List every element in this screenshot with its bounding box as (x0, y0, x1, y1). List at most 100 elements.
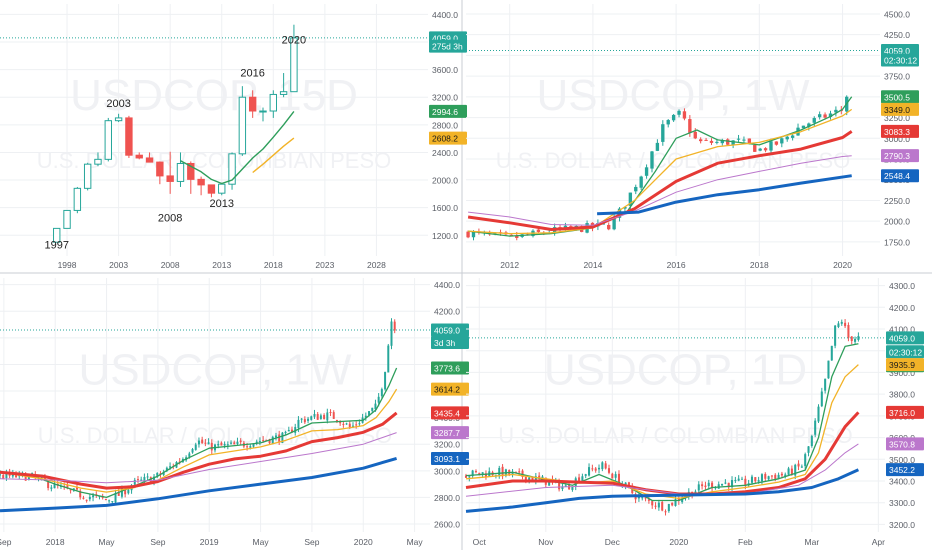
price-label-box (886, 463, 924, 477)
candle-body (810, 436, 813, 447)
candle-body (677, 110, 681, 115)
y-tick-label: 3000.0 (884, 134, 910, 144)
x-tick-label: 2016 (667, 260, 686, 270)
x-tick-label: 2012 (500, 260, 519, 270)
candle-body (578, 477, 581, 482)
candle-body (614, 474, 617, 478)
candle-body (661, 502, 664, 511)
candle-body (814, 420, 817, 435)
candle-body (607, 224, 611, 230)
price-label-box (881, 102, 919, 116)
x-tick-label: 2013 (212, 260, 231, 270)
x-tick-label: 2020 (833, 260, 852, 270)
candle-body (763, 148, 768, 151)
candle-body (790, 468, 793, 475)
candle-body (342, 423, 345, 425)
x-tick-label: Nov (538, 537, 554, 547)
candle-body (661, 124, 665, 142)
price-label-box (886, 331, 924, 345)
candle-body (146, 476, 149, 478)
candle-body (850, 336, 853, 342)
candle-body (731, 140, 735, 145)
candle-body (764, 473, 767, 479)
candle-body (188, 453, 191, 457)
price-label-text: 3d 3h (434, 338, 456, 348)
x-tick-label: Sep (150, 537, 165, 547)
candle-body (464, 475, 468, 478)
candle-body (83, 163, 92, 189)
candle-body (66, 485, 69, 489)
price-label-text: 3349.0 (884, 105, 910, 115)
candle-body (233, 442, 236, 445)
candle-body (501, 466, 504, 477)
candle-body (720, 139, 724, 144)
candle-body (50, 487, 53, 489)
x-tick-label: 2028 (367, 260, 386, 270)
candle-body (207, 184, 216, 194)
candle-body (740, 478, 744, 480)
candle-body (754, 477, 757, 482)
candle-body (840, 321, 843, 324)
candle-body (617, 473, 620, 485)
candle-body (0, 474, 1, 476)
x-tick-label: 2018 (750, 260, 769, 270)
y-tick-label: 4200.0 (434, 307, 460, 317)
candle-body (847, 324, 850, 338)
candle-body (667, 503, 670, 512)
annotation-label: 2020 (282, 34, 306, 46)
candle-body (329, 411, 332, 413)
x-tick-label: Oct (473, 537, 487, 547)
y-tick-label: 3600.0 (432, 65, 458, 75)
candle-body (701, 484, 704, 487)
price-label-text: 2608.2 (432, 134, 458, 144)
candle-body (104, 498, 107, 501)
y-tick-label: 3800.0 (889, 390, 915, 400)
candle-body (711, 482, 714, 489)
candle-body (612, 217, 616, 230)
y-tick-label: 3200.0 (434, 440, 460, 450)
y-tick-label: 3250.0 (884, 113, 910, 123)
candle-body (647, 499, 650, 501)
candle-body (313, 414, 316, 417)
candle-body (790, 135, 795, 138)
candle-body (281, 432, 284, 443)
candle-body (724, 482, 727, 484)
candle-body (817, 114, 822, 118)
candle-body (571, 486, 574, 490)
candle-body (79, 490, 82, 498)
x-tick-label: May (407, 537, 424, 547)
candle-body (834, 325, 837, 346)
candle-body (194, 444, 197, 450)
candle-body (364, 415, 367, 418)
candle-body (117, 491, 120, 496)
candle-body (345, 423, 348, 425)
y-tick-label: 2000.0 (432, 176, 458, 186)
candle-body (709, 140, 714, 143)
candle-body (671, 502, 674, 506)
candle-body (88, 496, 91, 500)
candle-body (857, 336, 860, 341)
candle-body (594, 468, 597, 471)
candle-body (165, 467, 168, 472)
candle-body (259, 110, 267, 113)
candle-body (471, 231, 476, 238)
candle-body (731, 480, 734, 488)
price-label-box (431, 323, 469, 337)
candle-body (135, 154, 143, 159)
candle-body (558, 480, 561, 490)
x-tick-label: May (253, 537, 270, 547)
candle-body (390, 321, 393, 346)
candle-body (624, 482, 627, 486)
candle-body (604, 463, 607, 469)
price-label-text: 3935.9 (889, 360, 915, 370)
candle-body (524, 476, 527, 482)
candle-body (627, 482, 630, 487)
candle-body (143, 477, 146, 481)
candle-body (591, 468, 594, 470)
y-tick-label: 3000.0 (434, 466, 460, 476)
candle-body (145, 157, 154, 163)
candle-body (269, 93, 277, 112)
x-tick-label: 2023 (315, 260, 334, 270)
candle-body (248, 96, 257, 112)
